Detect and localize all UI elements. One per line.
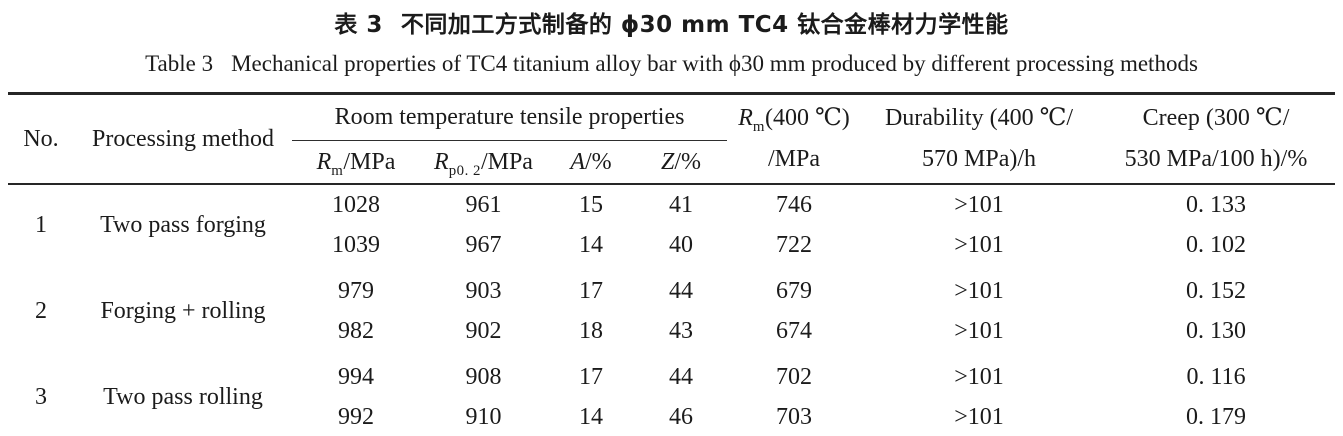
header-row-2: Rm/MPa Rp0. 2/MPa A/% Z/%	[8, 141, 1335, 185]
cell-rm: 982	[338, 317, 374, 344]
cell-elongation: 14	[579, 403, 603, 430]
cell-rm-400c: 746	[776, 191, 813, 218]
cell-durability: >101	[954, 317, 1004, 344]
cell-elongation: 17	[579, 363, 603, 390]
durability-line1: Durability (400 ℃/	[884, 105, 1074, 131]
col-header-elongation: A/%	[547, 141, 635, 185]
z-symbol: Z	[660, 148, 675, 175]
rp02-symbol: R	[434, 148, 449, 175]
cell-rp02: 961	[465, 191, 502, 218]
cell-reduction: 44	[669, 277, 693, 304]
col-header-rp02: Rp0. 2/MPa	[420, 141, 547, 185]
cell-reduction: 46	[669, 403, 693, 430]
col-header-reduction: Z/%	[635, 141, 727, 185]
cell-rm-400c: 674	[776, 317, 813, 344]
cell-reduction: 41	[669, 191, 693, 218]
cell-rm: 994	[338, 363, 374, 390]
cell-durability: >101	[954, 277, 1004, 304]
cell-durability: >101	[954, 231, 1004, 258]
cell-rm: 1028	[332, 191, 380, 218]
cell-reduction: 43	[669, 317, 693, 344]
col-header-rm-400c: Rm(400 ℃) /MPa	[727, 94, 861, 185]
rm-condition: (400 ℃)	[764, 105, 850, 131]
cell-elongation: 17	[579, 277, 603, 304]
cell-creep: 0. 116	[1186, 363, 1246, 390]
creep-line2: 530 MPa/100 h)/%	[1124, 146, 1308, 172]
table-row: 992 910 14 46 703 >101 0. 179	[8, 397, 1335, 436]
cell-no: 2	[35, 297, 47, 324]
cell-rm: 979	[338, 277, 374, 304]
table-row: 982 902 18 43 674 >101 0. 130	[8, 311, 1335, 351]
cell-rp02: 903	[465, 277, 502, 304]
cell-no: 3	[35, 383, 47, 410]
caption-chinese-text: 不同加工方式制备的 ϕ30 mm TC4 钛合金棒材力学性能	[400, 12, 1009, 38]
cell-rm-400c: 703	[776, 403, 813, 430]
creep-line1: Creep (300 ℃/	[1142, 105, 1290, 131]
cell-creep: 0. 130	[1186, 317, 1247, 344]
table-row: 1039 967 14 40 722 >101 0. 102	[8, 225, 1335, 265]
cell-creep: 0. 133	[1186, 191, 1247, 218]
cell-rm-400c: 722	[776, 231, 813, 258]
a-unit: /%	[585, 148, 612, 175]
table-row: 3 Two pass rolling 994 908 17 44 702 >10…	[8, 351, 1335, 410]
col-header-no: No.	[23, 125, 59, 152]
rm-400c-line2: /MPa	[768, 146, 821, 172]
cell-durability: >101	[954, 363, 1004, 390]
rm-400c-line1: Rm(400 ℃)	[727, 98, 861, 139]
rm-symbol: R	[316, 148, 332, 175]
cell-elongation: 15	[579, 191, 603, 218]
cell-elongation: 14	[579, 231, 603, 258]
table-captions: 表 3 不同加工方式制备的 ϕ30 mm TC4 钛合金棒材力学性能 Table …	[0, 0, 1343, 79]
mechanical-properties-table: No. Processing method Room temperature t…	[8, 92, 1336, 436]
caption-chinese-label: 表 3	[334, 12, 383, 38]
caption-english-label: Table 3	[145, 51, 214, 76]
rm-subscript: m	[752, 118, 765, 135]
cell-reduction: 40	[669, 231, 693, 258]
cell-rm-400c: 679	[776, 277, 813, 304]
cell-rp02: 910	[465, 403, 502, 430]
rp02-subscript: p0. 2	[448, 162, 481, 179]
cell-rp02: 908	[465, 363, 502, 390]
col-header-durability: Durability (400 ℃/ 570 MPa)/h	[861, 94, 1097, 185]
table-row: 2 Forging + rolling 979 903 17 44 679 >1…	[8, 265, 1335, 324]
rm-subscript: m	[331, 162, 344, 179]
cell-processing-method: Two pass forging	[100, 211, 266, 238]
cell-rm: 992	[338, 403, 374, 430]
caption-english-text: Mechanical properties of TC4 titanium al…	[231, 51, 1198, 76]
z-unit: /%	[674, 148, 702, 175]
cell-creep: 0. 152	[1186, 277, 1247, 304]
header-row-1: No. Processing method Room temperature t…	[8, 93, 1335, 172]
rp02-unit: /MPa	[480, 148, 533, 175]
cell-no: 1	[35, 211, 47, 238]
table-body: 1 Two pass forging 1028 961 15 41 746 >1…	[8, 184, 1335, 436]
cell-durability: >101	[954, 191, 1004, 218]
rm-symbol: R	[738, 105, 753, 131]
col-header-rm: Rm/MPa	[292, 141, 420, 185]
cell-rp02: 902	[465, 317, 502, 344]
cell-processing-method: Two pass rolling	[103, 383, 263, 410]
a-symbol: A	[570, 148, 585, 175]
table-row: 1 Two pass forging 1028 961 15 41 746 >1…	[8, 184, 1335, 238]
cell-creep: 0. 102	[1186, 231, 1247, 258]
cell-rp02: 967	[465, 231, 502, 258]
cell-rm-400c: 702	[776, 363, 813, 390]
cell-creep: 0. 179	[1186, 403, 1247, 430]
col-header-creep: Creep (300 ℃/ 530 MPa/100 h)/%	[1097, 94, 1335, 185]
durability-line2: 570 MPa)/h	[922, 146, 1037, 172]
cell-reduction: 44	[669, 363, 693, 390]
col-header-processing-method: Processing method	[92, 125, 274, 152]
caption-english: Table 3 Mechanical properties of TC4 tita…	[0, 49, 1343, 79]
col-group-room-temperature: Room temperature tensile properties	[292, 93, 728, 141]
table-header: No. Processing method Room temperature t…	[8, 93, 1336, 185]
cell-rm: 1039	[332, 231, 380, 258]
cell-elongation: 18	[579, 317, 603, 344]
cell-processing-method: Forging + rolling	[100, 297, 266, 324]
rm-unit: /MPa	[343, 148, 396, 175]
cell-durability: >101	[954, 403, 1004, 430]
caption-chinese: 表 3 不同加工方式制备的 ϕ30 mm TC4 钛合金棒材力学性能	[0, 10, 1343, 40]
